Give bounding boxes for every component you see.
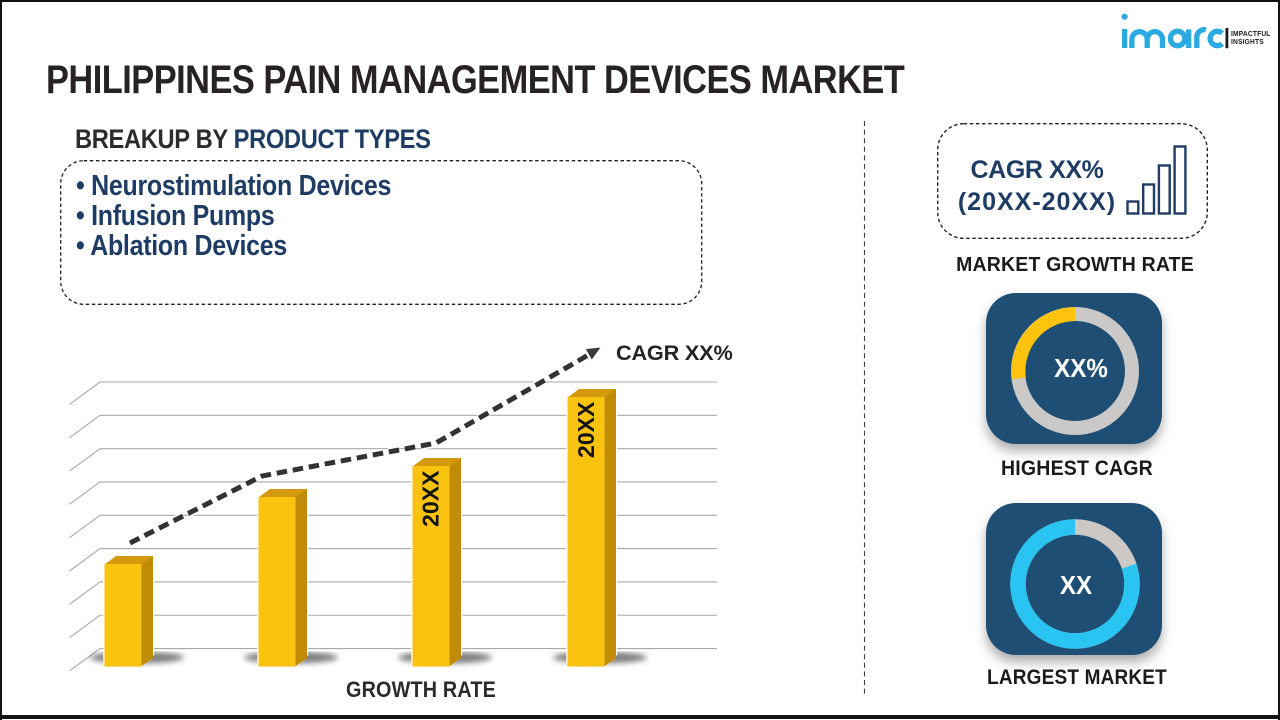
svg-text:GROWTH RATE: GROWTH RATE — [346, 678, 496, 702]
svg-text:CAGR XX%: CAGR XX% — [616, 340, 733, 365]
svg-text:20XX: 20XX — [417, 470, 443, 527]
svg-text:20XX: 20XX — [573, 401, 599, 458]
